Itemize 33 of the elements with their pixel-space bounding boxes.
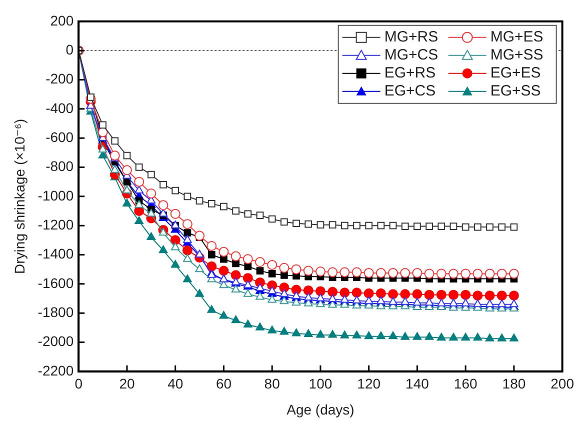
y-tick-label: -400 bbox=[46, 100, 74, 116]
y-tick-label: -2000 bbox=[38, 333, 74, 350]
legend-label: MG+CS bbox=[384, 46, 438, 64]
y-tick-label: 0 bbox=[66, 41, 74, 58]
y-tick-label: 200 bbox=[50, 12, 74, 28]
x-tick-label: 20 bbox=[119, 376, 135, 392]
legend-label: EG+CS bbox=[384, 82, 436, 100]
x-tick-label: 100 bbox=[308, 376, 332, 392]
y-tick-label: -1200 bbox=[38, 216, 74, 232]
x-tick-label: 80 bbox=[264, 376, 280, 392]
y-tick-label: -1800 bbox=[38, 304, 74, 320]
y-axis-title: Drying shrinkage (×10⁻⁶) bbox=[11, 118, 28, 274]
legend-label: MG+ES bbox=[490, 28, 544, 46]
y-tick-label: -1600 bbox=[38, 274, 74, 291]
x-tick-label: 140 bbox=[406, 376, 430, 392]
legend-label: EG+ES bbox=[490, 64, 541, 82]
y-tick-label: -1000 bbox=[38, 187, 74, 204]
y-tick-label: -200 bbox=[46, 70, 74, 87]
x-tick-label: 200 bbox=[550, 376, 574, 392]
x-tick-label: 120 bbox=[357, 376, 381, 392]
y-tick-label: -600 bbox=[46, 128, 74, 145]
x-tick-label: 160 bbox=[454, 376, 478, 392]
legend-label: MG+RS bbox=[384, 28, 438, 46]
y-tick-label: -2200 bbox=[38, 362, 74, 378]
y-tick-label: -1400 bbox=[38, 246, 74, 262]
x-axis-title: Age (days) bbox=[286, 401, 354, 418]
x-tick-label: 60 bbox=[216, 376, 232, 392]
x-tick-label: 180 bbox=[502, 376, 526, 392]
y-tick-label: -800 bbox=[46, 158, 74, 174]
legend-label: MG+SS bbox=[490, 46, 544, 64]
legend-label: EG+RS bbox=[384, 64, 436, 82]
legend-label: EG+SS bbox=[490, 82, 541, 100]
x-tick-label: 40 bbox=[168, 376, 184, 392]
